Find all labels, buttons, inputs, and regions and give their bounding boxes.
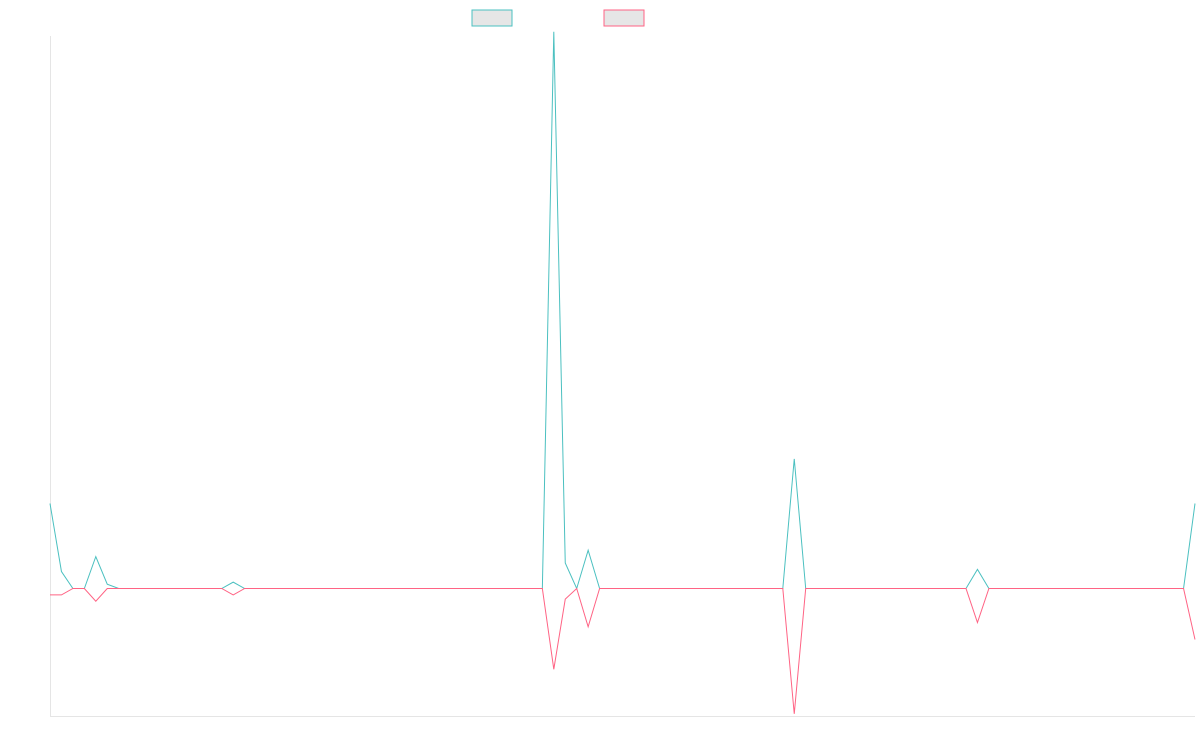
legend bbox=[471, 9, 645, 27]
legend-item-series-2[interactable] bbox=[603, 9, 645, 27]
axes bbox=[50, 36, 1195, 717]
legend-item-series-1[interactable] bbox=[471, 9, 513, 27]
legend-swatch-series-2[interactable] bbox=[603, 9, 645, 27]
legend-swatch-series-1[interactable] bbox=[471, 9, 513, 27]
series-line-2 bbox=[50, 587, 1196, 714]
series-group bbox=[49, 31, 1196, 714]
series-line-1 bbox=[49, 31, 1196, 590]
